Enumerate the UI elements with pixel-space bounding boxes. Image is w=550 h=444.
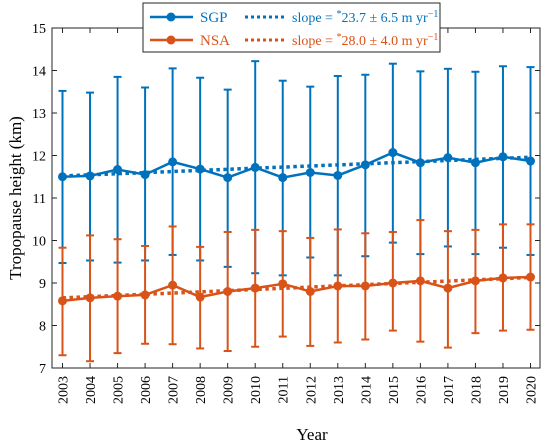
sgp-point bbox=[250, 162, 260, 172]
x-tick-label: 2008 bbox=[194, 376, 209, 404]
x-axis-label: Year bbox=[296, 425, 328, 444]
nsa-point bbox=[333, 281, 343, 291]
nsa-point bbox=[195, 292, 205, 302]
sgp-point bbox=[195, 164, 205, 174]
axes: 7 8 9 10 11 12 13 14 15 2003 2004 2005 2006 2007 2008 2… bbox=[32, 22, 540, 404]
nsa-point bbox=[443, 283, 453, 293]
y-axis-label: Tropopause height (km) bbox=[6, 116, 25, 280]
plot-area bbox=[58, 60, 535, 363]
legend-sgp-slope-star: * bbox=[336, 9, 341, 20]
x-tick-label: 2014 bbox=[359, 376, 374, 404]
sgp-line bbox=[62, 151, 531, 179]
legend: SGP slope = *23.7 ± 6.5 m yr−1 NSA slope… bbox=[142, 2, 441, 53]
legend-nsa-marker bbox=[166, 35, 176, 45]
legend-sgp-label: SGP bbox=[200, 10, 228, 26]
sgp-point bbox=[305, 168, 315, 177]
nsa-point bbox=[305, 287, 315, 296]
y-tick-label: 8 bbox=[39, 320, 46, 335]
sgp-point bbox=[168, 157, 178, 167]
sgp-point bbox=[278, 173, 288, 183]
sgp-point bbox=[58, 172, 67, 182]
sgp-point bbox=[85, 171, 95, 181]
y-tick-label: 7 bbox=[39, 362, 46, 377]
sgp-point bbox=[360, 160, 370, 170]
nsa-point bbox=[415, 276, 425, 286]
legend-sgp-marker bbox=[166, 12, 176, 22]
legend-nsa-slope-value: 28.0 ± 4.0 m yr bbox=[341, 34, 428, 49]
sgp-point bbox=[113, 165, 123, 175]
y-tick-label: 10 bbox=[32, 235, 46, 250]
y-tick-label: 13 bbox=[32, 107, 46, 122]
y-tick-label: 14 bbox=[32, 65, 46, 80]
x-tick-label: 2011 bbox=[277, 376, 292, 403]
legend-sgp-slope-prefix: slope = bbox=[292, 11, 336, 26]
y-tick-label: 15 bbox=[32, 22, 46, 37]
legend-nsa-label: NSA bbox=[200, 33, 230, 49]
legend-box bbox=[142, 2, 441, 53]
x-tick-label: 2012 bbox=[304, 376, 319, 404]
legend-nsa-slope: slope = *28.0 ± 4.0 m yr−1 bbox=[292, 32, 438, 49]
x-tick-label: 2013 bbox=[332, 376, 347, 404]
nsa-point bbox=[85, 293, 95, 303]
sgp-point bbox=[498, 152, 508, 162]
x-tick-label: 2017 bbox=[442, 376, 457, 404]
nsa-point bbox=[113, 291, 123, 301]
legend-sgp-slope-exp: −1 bbox=[428, 9, 439, 20]
nsa-point bbox=[168, 280, 178, 290]
sgp-point bbox=[140, 170, 150, 180]
nsa-point bbox=[498, 273, 508, 283]
x-tick-label: 2009 bbox=[222, 376, 237, 404]
series-nsa bbox=[58, 219, 535, 363]
nsa-point bbox=[388, 278, 398, 288]
x-tick-label: 2020 bbox=[525, 376, 540, 404]
y-tick-label: 9 bbox=[39, 277, 46, 292]
legend-sgp-slope-value: 23.7 ± 6.5 m yr bbox=[341, 11, 428, 26]
sgp-point bbox=[415, 158, 425, 168]
nsa-point bbox=[360, 281, 370, 291]
legend-nsa-slope-star: * bbox=[336, 32, 341, 43]
sgp-point bbox=[223, 173, 233, 183]
legend-sgp-slope: slope = *23.7 ± 6.5 m yr−1 bbox=[292, 9, 438, 26]
x-tick-label: 2019 bbox=[497, 376, 512, 404]
sgp-point bbox=[388, 148, 398, 158]
legend-nsa-slope-prefix: slope = bbox=[292, 34, 336, 49]
plot-frame bbox=[51, 27, 541, 369]
legend-nsa-slope-exp: −1 bbox=[428, 32, 439, 43]
x-tick-label: 2005 bbox=[112, 376, 127, 404]
series-sgp bbox=[58, 60, 535, 277]
sgp-point bbox=[443, 153, 453, 163]
nsa-point bbox=[470, 276, 480, 286]
sgp-point bbox=[526, 156, 535, 166]
nsa-point bbox=[278, 279, 288, 289]
x-tick-label: 2010 bbox=[249, 376, 264, 404]
nsa-point bbox=[250, 283, 260, 293]
x-tick-label: 2018 bbox=[469, 376, 484, 404]
x-tick-label: 2016 bbox=[414, 376, 429, 404]
y-tick-label: 11 bbox=[33, 192, 46, 207]
y-tick-label: 12 bbox=[32, 150, 46, 165]
sgp-point bbox=[333, 170, 343, 180]
nsa-point bbox=[526, 272, 535, 282]
x-tick-label: 2006 bbox=[139, 376, 154, 404]
nsa-point bbox=[223, 287, 233, 296]
nsa-line bbox=[62, 275, 531, 303]
x-tick-label: 2004 bbox=[84, 376, 99, 404]
x-tick-label: 2003 bbox=[57, 376, 72, 404]
nsa-point bbox=[58, 296, 67, 306]
nsa-point bbox=[140, 290, 150, 300]
x-tick-label: 2015 bbox=[387, 376, 402, 404]
sgp-point bbox=[470, 158, 480, 168]
x-tick-label: 2007 bbox=[167, 376, 182, 404]
